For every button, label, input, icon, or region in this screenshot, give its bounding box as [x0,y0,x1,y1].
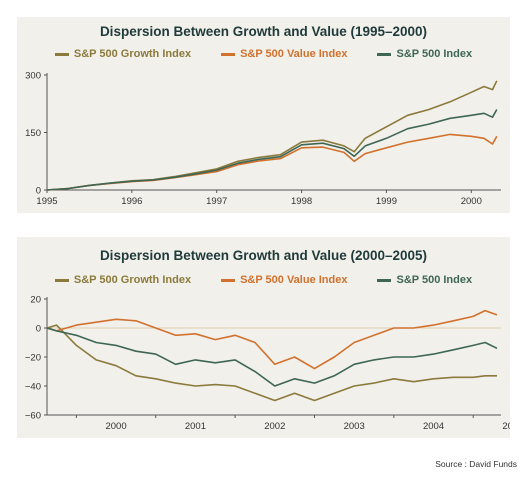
chart-title: Dispersion Between Growth and Value (199… [99,24,428,39]
legend-swatch-value [221,52,236,56]
x-tick-label-3: 1998 [291,196,312,207]
plot-area-2000-2005: 20 0 −20 −40 −60 2000 2001 2002 2003 2004 2005 [25,295,510,433]
source-note: Source : David Funds [435,459,517,469]
plot-area-1995-2000: 0 150 300 1995 1996 1997 1998 1999 2000 [25,71,501,207]
x-tick-label-4: 2004 [423,421,444,432]
x-tick-label-5: 2005 [502,421,510,432]
legend-swatch-index [377,278,392,282]
y-tick-label-0: 20 [30,295,41,306]
legend-label-value: S&P 500 Value Index [240,274,348,286]
legend-item-value: S&P 500 Value Index [221,274,347,286]
legend: S&P 500 Growth Index S&P 500 Value Index… [17,274,510,286]
legend-label-growth: S&P 500 Growth Index [73,48,192,60]
legend-swatch-index [377,52,392,56]
legend-swatch-growth [54,52,69,56]
x-tick-label-1: 1996 [121,196,142,207]
x-tick-label-5: 2000 [461,196,482,207]
legend-item-growth: S&P 500 Growth Index [54,274,192,286]
chart-title: Dispersion Between Growth and Value (200… [99,248,428,263]
legend-label-index: S&P 500 Index [396,48,473,60]
x-tick-label-2: 2002 [264,421,285,432]
y-tick-label-4: −60 [25,411,41,422]
legend: S&P 500 Growth Index S&P 500 Value Index… [17,48,510,60]
x-tick-label-0: 2000 [105,421,126,432]
legend-label-growth: S&P 500 Growth Index [73,274,192,286]
chart-panel-1995-2000: Dispersion Between Growth and Value (199… [17,17,510,213]
series-line-growth [46,80,498,191]
series-line-index [46,327,498,387]
series-line-value [46,309,498,370]
x-tick-label-3: 2003 [344,421,365,432]
chart-panel-2000-2005: Dispersion Between Growth and Value (200… [17,237,510,438]
legend-item-value: S&P 500 Value Index [221,48,347,60]
y-tick-label-1: 150 [25,128,41,139]
series-line-value [46,133,498,191]
legend-item-index: S&P 500 Index [377,274,472,286]
x-tick-label-0: 1995 [36,196,57,207]
legend-item-index: S&P 500 Index [377,48,472,60]
x-tick-label-4: 1999 [376,196,397,207]
y-tick-label-2: −20 [25,353,41,364]
y-tick-label-0: 0 [36,186,41,197]
y-tick-label-1: 0 [36,324,41,335]
x-tick-label-1: 2001 [185,421,206,432]
y-tick-label-2: 300 [25,71,41,82]
legend-label-index: S&P 500 Index [396,274,473,286]
y-tick-label-3: −40 [25,382,41,393]
legend-label-value: S&P 500 Value Index [240,48,348,60]
series-line-growth [46,324,497,402]
series-line-index [46,109,498,191]
legend-swatch-growth [54,278,69,282]
x-tick-label-2: 1997 [206,196,227,207]
legend-swatch-value [221,278,236,282]
legend-item-growth: S&P 500 Growth Index [54,48,192,60]
